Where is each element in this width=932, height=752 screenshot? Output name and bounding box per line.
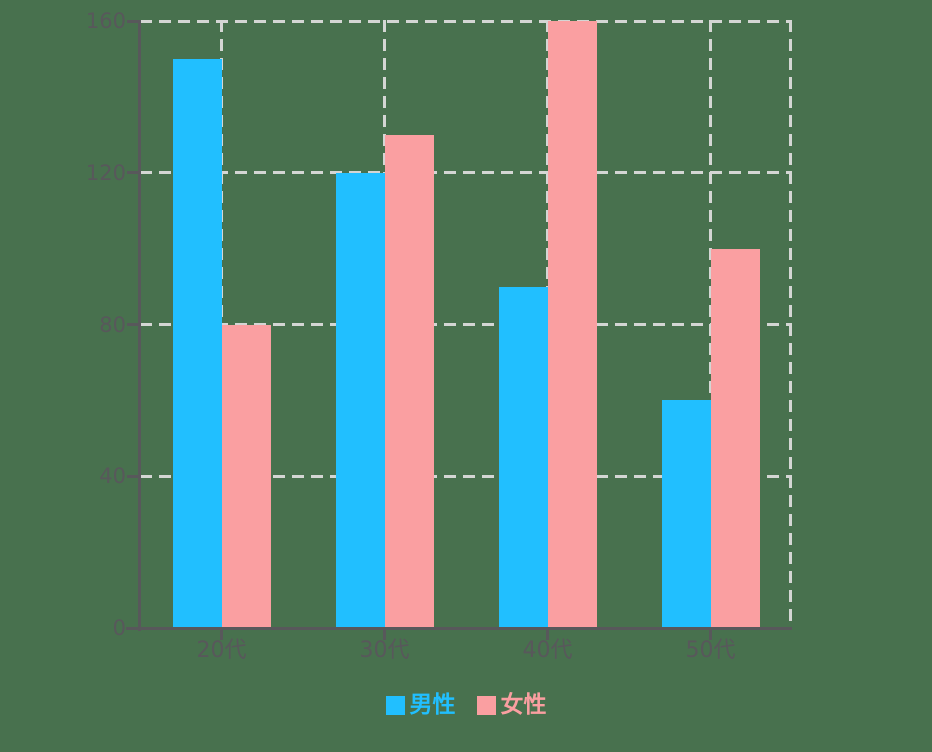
y-tick-label-40: 40 [99,464,126,489]
legend-label-male: 男性 [409,692,456,718]
legend-swatch-female [476,696,496,715]
legend-label-female: 女性 [500,692,547,718]
x-tick-1 [383,629,386,640]
y-tick-160 [127,19,139,23]
legend-item-male[interactable]: 男性 [385,692,456,718]
h-gridline-160 [140,19,792,23]
x-tick-3 [709,629,712,640]
y-tick-40 [127,474,139,478]
x-label-3: 50代 [685,638,736,663]
y-axis-line [138,20,141,631]
legend-item-female[interactable]: 女性 [476,692,547,718]
y-tick-120 [127,171,139,175]
y-tick-label-120: 120 [85,160,126,185]
legend-swatch-male [385,696,405,715]
bar-female-0 [221,324,271,628]
bar-female-2 [547,21,597,628]
bar-female-3 [710,248,760,628]
h-gridline-120 [140,171,792,175]
h-gridline-80 [140,323,792,326]
x-tick-0 [220,629,223,640]
x-label-2: 40代 [522,638,573,663]
v-gridline-0 [220,20,223,628]
bar-male-0 [172,58,222,628]
v-gridline-right-edge [789,20,792,628]
bar-male-3 [661,400,711,628]
x-tick-2 [546,629,549,640]
bar-male-2 [498,286,548,628]
x-label-1: 30代 [359,638,410,663]
x-axis-line [126,626,792,630]
y-tick-label-0: 0 [112,616,126,640]
y-tick-label-160: 160 [85,9,126,33]
bar-male-1 [335,172,385,628]
y-tick-label-80: 80 [99,312,126,337]
y-tick-80 [127,323,139,326]
legend: 男性 女性 [0,694,932,717]
h-gridline-40 [140,474,792,478]
bar-female-1 [384,134,434,628]
x-label-0: 20代 [196,638,247,663]
y-tick-0 [127,626,139,630]
